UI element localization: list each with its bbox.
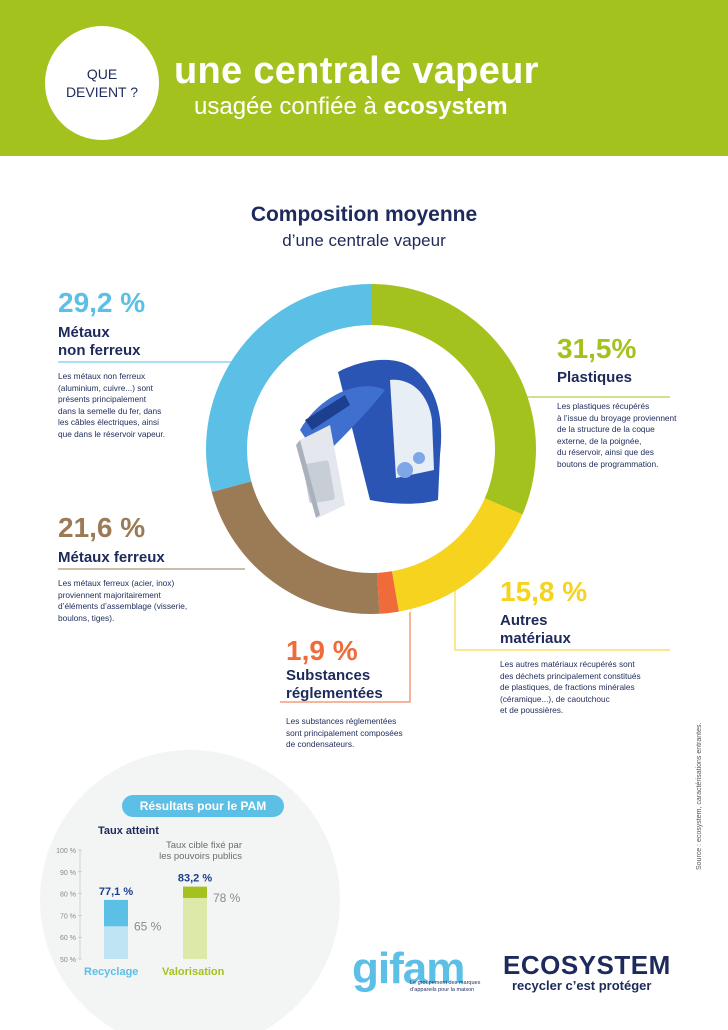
desc-line: proviennent majoritairement [58,589,161,600]
label-substances: Substances réglementées [286,667,383,703]
desc-line: d’éléments d’assemblage (visserie, [58,601,188,611]
desc-line: de la structure de la coque [557,424,655,434]
desc-line: et de poussières. [500,705,564,715]
label-metaux-non-ferreux: Métaux non ferreux [58,324,141,360]
desc-line: dans la semelle du fer, dans [58,405,162,416]
desc-line: du réservoir, ainsi que des [557,447,654,457]
achieved-bar-valorisation [183,886,207,898]
gifam-tagline: Le groupement des marques d’appareils po… [410,980,481,993]
taux-atteint-label: Taux atteint [98,825,159,837]
label-plastiques: Plastiques [557,369,633,386]
label-line2: matériaux [500,630,571,647]
sub-title: usagée confiée à ecosystem [194,93,508,121]
desc-line: Les autres matériaux récupérés sont [500,659,635,669]
desc-line: des déchets principalement constitués [500,670,641,681]
bar-label-recyclage: Recyclage [84,966,139,978]
y-tick-label: 80 % [60,892,76,899]
label-autres: Autres matériaux [500,612,571,648]
taux-cible-label: Taux cible fixé par les pouvoirs publics [142,840,242,862]
y-tick-label: 90 % [60,870,76,877]
desc-line: que dans le réservoir vapeur. [58,428,166,439]
label-line2: non ferreux [58,342,141,359]
label-line1: Métaux [58,324,110,341]
pct-metaux-ferreux: 21,6 % [58,512,146,543]
slice-plastiques [371,284,536,515]
ecosystem-tagline: recycler c’est protéger [512,978,652,993]
desc-line: externe, de la poignée, [557,435,642,446]
y-tick-label: 60 % [60,935,76,942]
target-label: 78 % [213,891,241,905]
y-tick-label: 70 % [60,913,76,920]
slice-substances [377,571,399,614]
composition-subtitle: d’une centrale vapeur [282,231,446,250]
target-bar-recyclage [104,926,128,959]
main-title: une centrale vapeur [174,50,539,92]
leader-line-autres [454,585,670,651]
results-pill: Résultats pour le PAM [122,795,284,817]
label-line1: Autres [500,612,548,629]
target-label: 65 % [134,919,162,933]
cible-line: les pouvoirs publics [159,851,242,862]
slice-metaux-non-ferreux [206,284,371,493]
desc-line: Les métaux non ferreux [58,371,146,381]
desc-line: à l’issue du broyage proviennent [557,412,677,423]
composition-title: Composition moyenne [250,203,478,226]
desc-line: Les substances réglementées [286,716,397,726]
desc-metaux-non-ferreux: Les métaux non ferreux (aluminium, cuivr… [58,371,165,440]
desc-line: de condensateurs. [286,739,355,749]
achieved-label: 83,2 % [178,873,212,885]
desc-line: présents principalement [58,394,147,404]
ecosystem-logo: ECOSYSTEM [503,950,671,980]
header-banner: QUE DEVIENT ? une centrale vapeur usagée… [0,0,728,156]
achieved-label: 77,1 % [99,886,133,898]
sub-title-prefix: usagée confiée à [194,93,384,120]
slice-autres [391,498,523,612]
desc-line: Les plastiques récupérés [557,401,650,411]
steam-iron-icon [296,359,442,518]
desc-line: sont principalement composées [286,727,403,738]
pct-metaux-non-ferreux: 29,2 % [58,287,146,318]
question-circle: QUE DEVIENT ? [45,26,159,140]
desc-line: boutons de programmation. [557,458,659,469]
bar-label-valorisation: Valorisation [162,966,225,978]
y-tick-label: 50 % [60,957,76,964]
desc-line: les câbles électriques, ainsi [58,417,159,427]
question-text: QUE DEVIENT ? [65,66,139,100]
label-metaux-ferreux: Métaux ferreux [58,549,165,566]
pct-autres: 15,8 % [500,576,588,607]
cible-line: Taux cible fixé par [165,840,242,851]
desc-line: Les métaux ferreux (acier, inox) [58,578,175,588]
desc-substances: Les substances réglementées sont princip… [286,716,403,751]
desc-metaux-ferreux: Les métaux ferreux (acier, inox) provien… [58,578,187,624]
desc-line: boulons, tiges). [58,612,115,623]
label-line2: réglementées [286,685,383,702]
gifam-logo: gifam [352,944,465,993]
target-bar-valorisation [183,897,207,959]
desc-plastiques: Les plastiques récupérés à l’issue du br… [557,401,676,470]
desc-line: (céramique...), de caoutchouc [500,693,610,704]
slice-metaux-ferreux [211,481,380,614]
achieved-bar-recyclage [104,899,128,927]
pct-plastiques: 31,5% [557,333,637,364]
source-note: Source : ecosystem, caractérisations ent… [696,722,703,870]
pct-substances: 1,9 % [286,635,358,666]
sub-title-brand: ecosystem [383,93,508,120]
desc-autres: Les autres matériaux récupérés sont des … [500,659,641,717]
desc-line: (aluminium, cuivre...) sont [58,382,153,393]
leader-line-substances [280,612,411,703]
label-line1: Substances [286,667,371,684]
desc-line: de plastiques, de fractions minérales [500,682,635,692]
y-tick-label: 100 % [56,848,76,855]
